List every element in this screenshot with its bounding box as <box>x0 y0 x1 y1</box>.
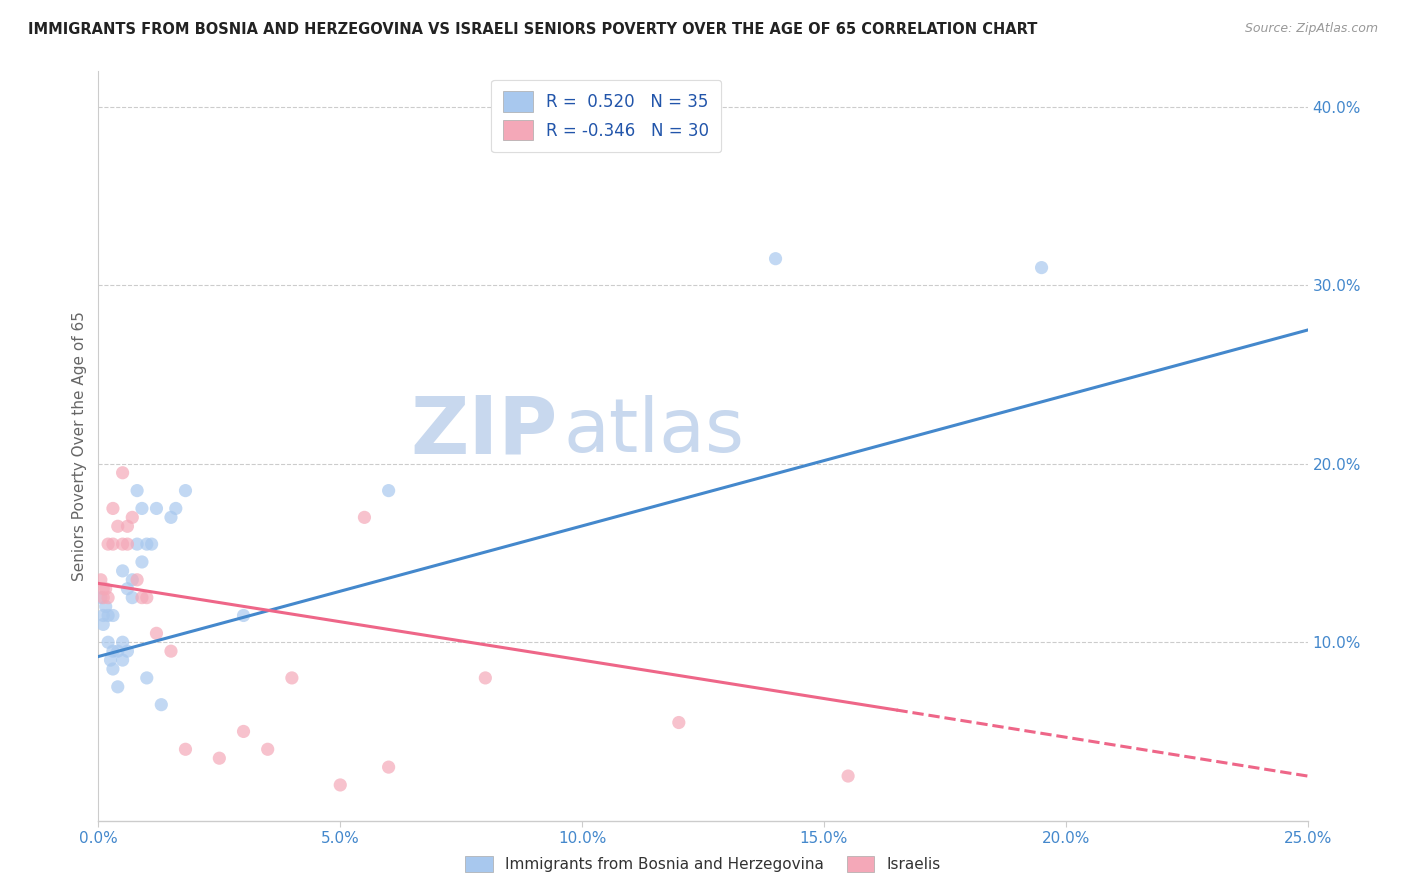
Point <box>232 724 254 739</box>
Point <box>97 635 120 649</box>
Point <box>111 653 134 667</box>
Legend: R =  0.520   N = 35, R = -0.346   N = 30: R = 0.520 N = 35, R = -0.346 N = 30 <box>492 79 721 152</box>
Point <box>117 582 139 596</box>
Point <box>101 644 124 658</box>
Point <box>145 626 167 640</box>
Point <box>668 715 690 730</box>
Point <box>91 591 114 605</box>
Point <box>208 751 231 765</box>
Y-axis label: Seniors Poverty Over the Age of 65: Seniors Poverty Over the Age of 65 <box>72 311 87 581</box>
Point <box>97 591 120 605</box>
Point <box>111 466 134 480</box>
Point <box>837 769 859 783</box>
Point <box>281 671 304 685</box>
Point <box>111 635 134 649</box>
Point <box>131 555 153 569</box>
Point <box>765 252 787 266</box>
Text: ZIP: ZIP <box>411 392 558 470</box>
Point <box>160 510 183 524</box>
Point <box>135 671 157 685</box>
Point <box>94 599 117 614</box>
Point <box>121 573 143 587</box>
Point <box>174 742 197 756</box>
Point <box>90 591 112 605</box>
Point <box>127 573 149 587</box>
Point <box>474 671 496 685</box>
Point <box>107 519 129 533</box>
Point <box>353 510 375 524</box>
Text: atlas: atlas <box>564 394 745 467</box>
Point <box>232 608 254 623</box>
Point <box>165 501 187 516</box>
Point <box>377 760 399 774</box>
Point <box>131 591 153 605</box>
Point <box>329 778 352 792</box>
Point <box>117 644 139 658</box>
Point <box>101 608 124 623</box>
Point <box>101 501 124 516</box>
Point <box>127 537 149 551</box>
Point <box>127 483 149 498</box>
Point <box>111 537 134 551</box>
Point <box>101 662 124 676</box>
Point <box>90 573 112 587</box>
Point <box>256 742 278 756</box>
Point <box>150 698 173 712</box>
Point <box>91 608 114 623</box>
Point <box>91 582 114 596</box>
Legend: Immigrants from Bosnia and Herzegovina, Israelis: Immigrants from Bosnia and Herzegovina, … <box>457 848 949 880</box>
Point <box>117 519 139 533</box>
Point <box>174 483 197 498</box>
Point <box>121 510 143 524</box>
Point <box>131 501 153 516</box>
Point <box>145 501 167 516</box>
Point <box>101 537 124 551</box>
Point <box>377 483 399 498</box>
Point <box>94 582 117 596</box>
Point <box>1031 260 1053 275</box>
Point <box>97 608 120 623</box>
Point <box>117 537 139 551</box>
Text: IMMIGRANTS FROM BOSNIA AND HERZEGOVINA VS ISRAELI SENIORS POVERTY OVER THE AGE O: IMMIGRANTS FROM BOSNIA AND HERZEGOVINA V… <box>28 22 1038 37</box>
Point <box>135 591 157 605</box>
Text: Source: ZipAtlas.com: Source: ZipAtlas.com <box>1244 22 1378 36</box>
Point <box>141 537 163 551</box>
Point <box>97 537 120 551</box>
Point <box>100 653 122 667</box>
Point <box>107 680 129 694</box>
Point <box>121 591 143 605</box>
Point <box>111 564 134 578</box>
Point <box>91 617 114 632</box>
Point <box>107 644 129 658</box>
Point <box>160 644 183 658</box>
Point <box>135 537 157 551</box>
